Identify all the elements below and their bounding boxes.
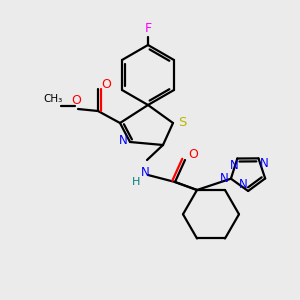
Text: N: N (220, 172, 228, 185)
Text: O: O (188, 148, 198, 160)
Text: N: N (230, 159, 239, 172)
Text: N: N (239, 178, 248, 191)
Text: H: H (132, 177, 140, 187)
Text: O: O (71, 94, 81, 107)
Text: N: N (141, 166, 149, 178)
Text: N: N (118, 134, 127, 148)
Text: CH₃: CH₃ (44, 94, 63, 104)
Text: N: N (260, 157, 269, 170)
Text: S: S (178, 116, 186, 130)
Text: O: O (101, 77, 111, 91)
Text: F: F (144, 22, 152, 35)
